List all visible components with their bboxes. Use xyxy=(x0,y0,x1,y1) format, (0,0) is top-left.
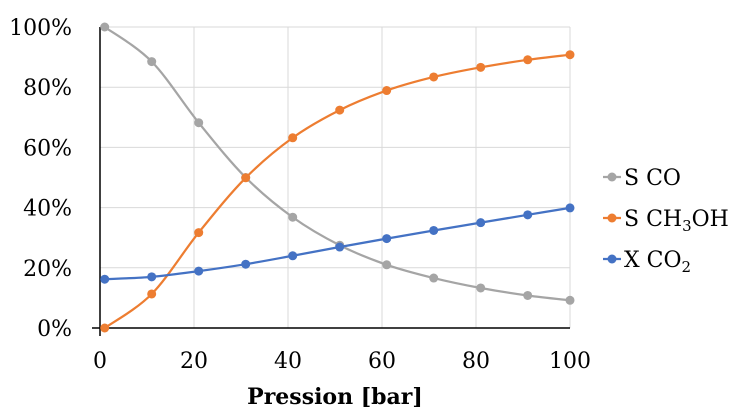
y-tick-label: 20% xyxy=(23,257,72,282)
legend-label: X CO2 xyxy=(624,248,691,276)
data-point xyxy=(147,57,157,67)
data-point xyxy=(476,62,486,72)
series xyxy=(100,22,575,333)
data-point xyxy=(565,295,575,305)
x-tick-label: 0 xyxy=(93,349,107,374)
x-axis-title: Pression [bar] xyxy=(247,384,423,410)
data-point xyxy=(429,72,439,82)
data-point xyxy=(194,118,204,128)
data-point xyxy=(288,251,298,261)
data-point xyxy=(241,173,251,183)
y-tick-label: 100% xyxy=(9,16,72,41)
data-point xyxy=(288,133,298,143)
grid xyxy=(100,26,571,328)
data-point xyxy=(429,225,439,235)
data-point xyxy=(100,323,110,333)
data-point xyxy=(335,105,345,115)
data-point xyxy=(241,259,251,269)
x-tick-label: 40 xyxy=(274,349,302,374)
legend: S CO S CH3OH X CO2 xyxy=(603,166,729,276)
data-point xyxy=(382,260,392,270)
data-point xyxy=(100,22,110,32)
x-tick-label: 60 xyxy=(368,349,396,374)
data-point xyxy=(147,272,157,282)
y-tick-label: 40% xyxy=(23,197,72,222)
data-point xyxy=(335,242,345,252)
data-point xyxy=(429,273,439,283)
data-point xyxy=(523,55,533,65)
data-point xyxy=(288,212,298,222)
legend-label: S CH3OH xyxy=(624,207,729,235)
x-tick-label: 20 xyxy=(180,349,208,374)
data-point xyxy=(194,228,204,238)
data-point xyxy=(523,290,533,300)
legend-label: S CO xyxy=(624,166,681,191)
x-tick-label: 80 xyxy=(462,349,490,374)
y-tick-label: 0% xyxy=(37,317,72,342)
legend-entry: S CO xyxy=(603,166,681,191)
data-point xyxy=(476,218,486,228)
x-tick-label: 100 xyxy=(549,349,591,374)
data-point xyxy=(100,274,110,284)
series-2 xyxy=(100,203,575,284)
data-point xyxy=(476,283,486,293)
data-point xyxy=(523,210,533,220)
data-point xyxy=(382,234,392,244)
legend-marker-swatch xyxy=(607,172,617,182)
legend-entry: X CO2 xyxy=(603,248,691,276)
data-point xyxy=(565,203,575,213)
series-0 xyxy=(100,22,575,305)
y-tick-label: 80% xyxy=(23,76,72,101)
legend-marker-swatch xyxy=(607,254,617,264)
legend-marker-swatch xyxy=(607,213,617,223)
axes xyxy=(92,27,570,336)
data-point xyxy=(565,50,575,60)
y-tick-label: 60% xyxy=(23,136,72,161)
series-line xyxy=(104,26,571,302)
series-line xyxy=(104,53,571,329)
data-point xyxy=(147,289,157,299)
data-point xyxy=(382,86,392,96)
series-1 xyxy=(100,50,575,333)
data-point xyxy=(194,266,204,276)
tick-labels: 0% 20% 40% 60% 80% 100% 0 20 40 60 80 100 xyxy=(9,16,591,374)
legend-entry: S CH3OH xyxy=(603,207,729,235)
